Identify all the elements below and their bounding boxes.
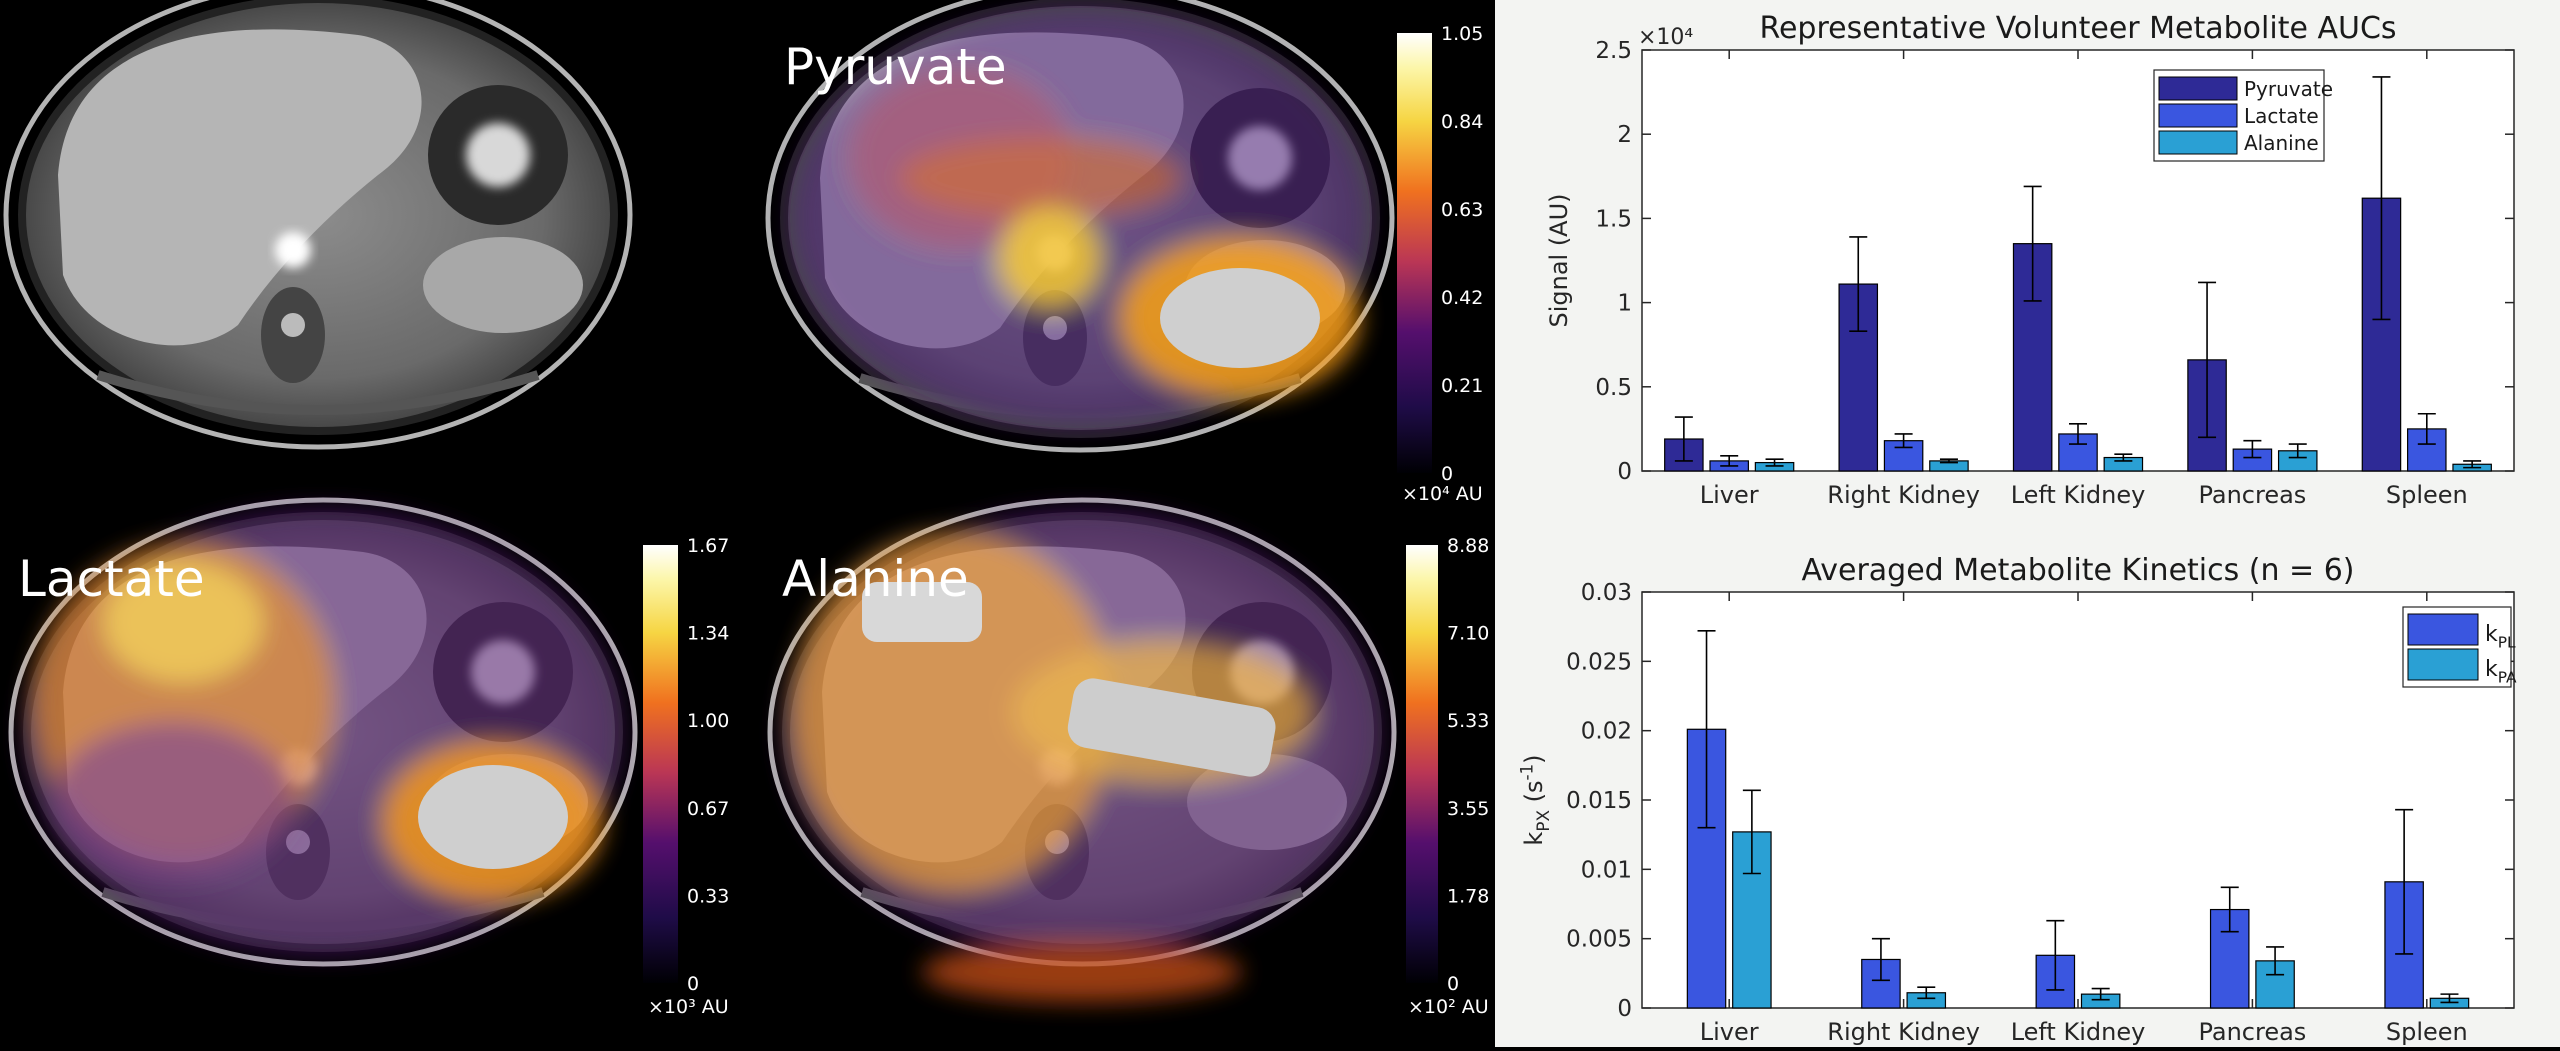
y-tick-label: 1.5 [1595,206,1632,232]
legend-swatch [2158,130,2238,155]
x-tick-label: Pancreas [2198,1018,2306,1046]
colorbar-tick-label: 1.05 [1441,23,1483,45]
chart-title: Representative Volunteer Metabolite AUCs [1759,11,2396,46]
y-tick-label: 1 [1617,291,1632,317]
legend: kPL kPA [2402,606,2517,688]
legend-label: Alanine [2244,131,2319,155]
mri-panels: 1.05 0.84 0.63 0.42 0.21 0 ×10⁴ AU 1.67 1.34 1.00… [0,0,1490,1018]
y-exponent-label: ×10⁴ [1638,25,1693,50]
x-tick-label: Left Kidney [2011,481,2146,509]
legend-label: kPL [2485,622,2516,652]
colorbar-tick-label: 1.67 [687,535,729,557]
alanine-overlay-image [770,500,1394,1002]
y-axis-label: Signal (AU) [1545,193,1573,327]
y-tick-label: 0 [1617,996,1632,1022]
y-tick-label: 0 [1617,459,1632,485]
colorbar-tick-label: 8.88 [1447,535,1489,557]
y-tick-label: 0.01 [1581,857,1632,883]
colorbar-tick-label: 0 [687,973,699,995]
x-tick-label: Right Kidney [1827,1018,1980,1046]
y-tick-label: 2 [1617,122,1632,148]
colorbar-tick-label: 7.10 [1447,623,1489,645]
x-tick-label: Left Kidney [2011,1018,2146,1046]
legend-label: Pyruvate [2244,77,2333,101]
legend-label: kPA [2485,657,2517,687]
x-tick-label: Right Kidney [1827,481,1980,509]
pyruvate-overlay-image [768,0,1392,450]
colorbar-unit-label: ×10⁴ AU [1402,483,1483,505]
colorbar-tick-label: 0 [1447,973,1459,995]
pyruvate-colorbar [1397,33,1432,473]
colorbar-tick-label: 0.21 [1441,375,1483,397]
kinetics-chart: Averaged Metabolite Kinetics (n = 6) 0 0.0… [1516,553,2517,1046]
legend-label: Lactate [2244,104,2319,128]
colorbar-tick-label: 5.33 [1447,710,1489,732]
x-tick-label: Liver [1700,481,1759,509]
colorbar-tick-label: 3.55 [1447,798,1489,820]
alanine-colorbar [1406,545,1438,983]
plot-area [1641,591,2515,1009]
lactate-label: Lactate [18,550,205,608]
lactate-colorbar [643,545,678,983]
x-tick-label: Liver [1700,1018,1759,1046]
anatomy-image [6,0,630,447]
legend-swatch [2158,103,2238,128]
y-tick-label: 0.025 [1566,649,1632,675]
y-tick-label: 2.5 [1595,38,1632,64]
mri-figure: 1.050.840.630.420.210×10⁴ AU1.671.341.00… [0,0,1489,1018]
x-tick-label: Pancreas [2198,481,2306,509]
x-tick-label: Spleen [2386,1018,2468,1046]
colorbar-tick-label: 0.33 [687,885,729,907]
y-axis-label: kPX (s-1) [1516,754,1553,845]
y-tick-label: 0.015 [1566,788,1632,814]
pyruvate-label: Pyruvate [784,38,1007,96]
colorbar-tick-label: 0.63 [1441,199,1483,221]
y-tick-label: 0.02 [1581,719,1632,745]
y-tick-label: 0.005 [1566,927,1632,953]
y-tick-label: 0.5 [1595,375,1632,401]
auc-chart: Representative Volunteer Metabolite AUCs… [1545,11,2515,509]
colorbar-tick-label: 1.00 [687,710,729,732]
chart-title: Averaged Metabolite Kinetics (n = 6) [1801,553,2354,588]
alanine-label: Alanine [782,550,969,608]
x-tick-label: Spleen [2386,481,2468,509]
y-tick-label: 0.03 [1581,580,1632,606]
colorbar-unit-label: ×10² AU [1408,996,1489,1018]
colorbar-tick-label: 1.34 [687,623,729,645]
colorbar-unit-label: ×10³ AU [648,996,729,1018]
charts-area: Representative Volunteer Metabolite AUCs… [1495,0,2560,1047]
legend: Pyruvate Lactate Alanine [2153,69,2333,162]
charts-svg: Representative Volunteer Metabolite AUCs… [1516,11,2517,1046]
colorbar-tick-label: 0.42 [1441,287,1483,309]
legend-swatch [2158,76,2238,101]
colorbar-tick-label: 0.84 [1441,111,1483,133]
legend-swatch [2407,613,2479,646]
colorbar-tick-label: 0 [1441,463,1453,485]
lactate-overlay-image [11,500,635,964]
colorbar-tick-label: 1.78 [1447,885,1489,907]
colorbar-tick-label: 0.67 [687,798,729,820]
legend-swatch [2407,648,2479,681]
